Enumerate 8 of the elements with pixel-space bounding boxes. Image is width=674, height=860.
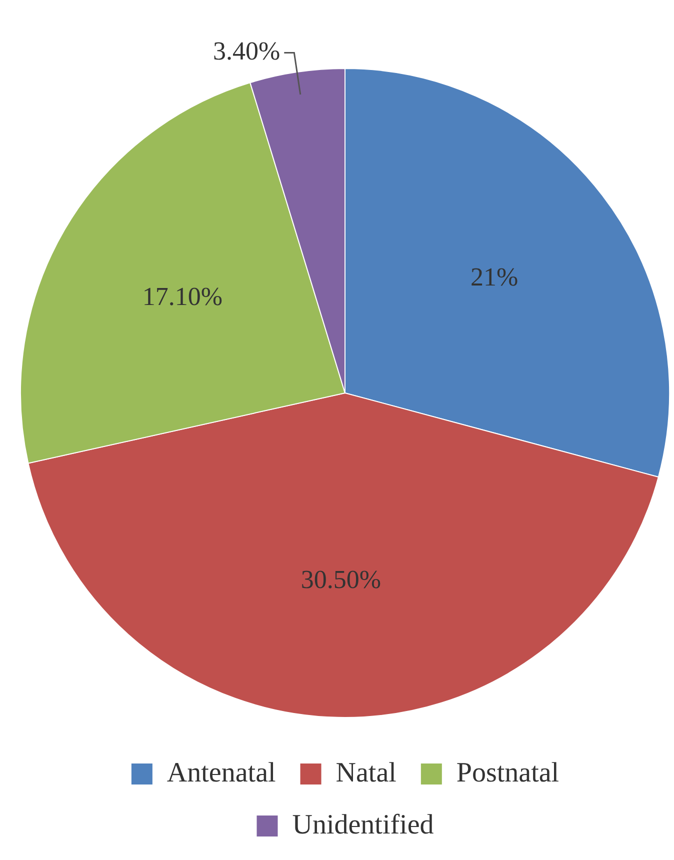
legend-label: Unidentified [292,809,434,840]
data-label: 3.40% [212,36,280,66]
legend-label: Antenatal [166,757,276,788]
data-label: 21% [470,262,518,292]
data-label: 30.50% [300,564,381,594]
data-label: 17.10% [142,282,223,312]
legend-label: Natal [336,757,397,788]
legend-label: Postnatal [456,757,560,788]
